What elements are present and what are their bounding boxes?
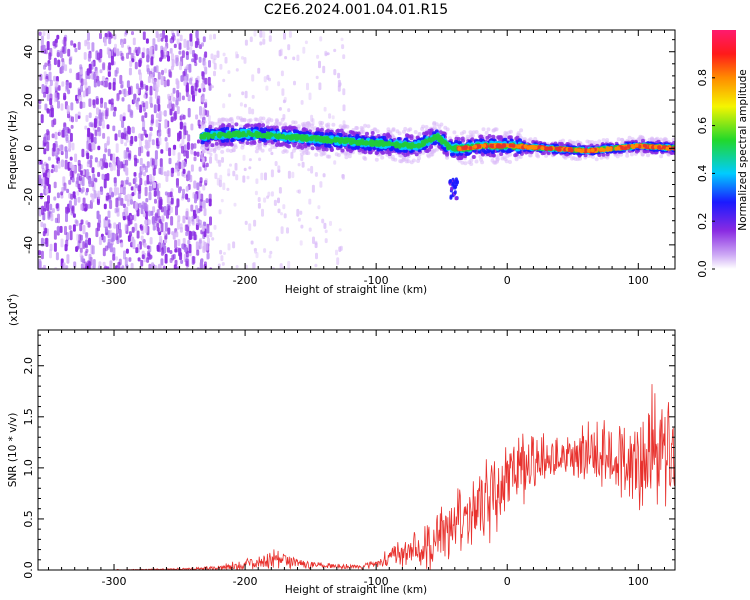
snr-x-tick-label: -300 [102, 575, 127, 588]
snr-y-tick-label: 0.0 [22, 561, 35, 579]
spectrogram-y-tick-label: 40 [22, 45, 35, 59]
colorbar: 0.0 0.2 0.4 0.6 0.8 Normalized spectral ampl… [696, 30, 749, 278]
spectrogram-frame [37, 29, 676, 270]
colorbar-gradient [712, 30, 736, 269]
spectrogram-y-axis-label: Frequency (Hz) [7, 110, 19, 189]
snr-y-tick-label: 2.0 [22, 357, 35, 375]
colorbar-label: Normalized spectral amplitude [737, 69, 749, 230]
spectrogram-x-tick-label: -300 [102, 274, 127, 287]
snr-series-line [38, 384, 675, 570]
snr-x-tick-label: 0 [504, 575, 511, 588]
snr-x-tick-label: -200 [233, 575, 258, 588]
spectrogram-x-tick-label: -100 [364, 274, 389, 287]
snr-panel: -300 -200 -100 0 100 0.0 0.5 1.0 1.5 2.0 Height o… [6, 294, 676, 596]
snr-y-tick-label: 1.5 [22, 408, 35, 426]
colorbar-tick-label: 0.2 [696, 212, 709, 230]
spectrogram-y-tick-label: -20 [22, 188, 35, 206]
snr-x-tick-label: -100 [364, 575, 389, 588]
colorbar-tick-label: 0.8 [696, 69, 709, 87]
colorbar-tick-label: 0.6 [696, 117, 709, 135]
spectrogram-x-tick-label: -200 [233, 274, 258, 287]
signal-band [199, 115, 675, 201]
snr-x-axis-label: Height of straight line (km) [285, 584, 427, 596]
snr-y-tick-label: 1.0 [22, 459, 35, 477]
snr-y-axis-label: SNR (10 * v/v) [7, 413, 19, 488]
spectrogram-y-tick-label: 0 [22, 145, 35, 152]
snr-x-tick-label: 100 [628, 575, 649, 588]
colorbar-tick-label: 0.4 [696, 165, 709, 183]
noise-region [38, 30, 346, 269]
snr-y-tick-label: 0.5 [22, 510, 35, 528]
chart-title: C2E6.2024.001.04.01.R15 [264, 2, 448, 18]
spectrogram-y-tick-label: -40 [22, 236, 35, 254]
colorbar-tick-label: 0.0 [696, 260, 709, 278]
snr-frame [37, 329, 676, 571]
snr-y-multiplier: (x104) [6, 294, 20, 326]
spectrogram-x-axis-label: Height of straight line (km) [285, 284, 427, 296]
spectrogram-y-tick-label: 20 [22, 93, 35, 107]
spectrogram-x-tick-label: 0 [504, 274, 511, 287]
spectrogram-x-tick-label: 100 [628, 274, 649, 287]
